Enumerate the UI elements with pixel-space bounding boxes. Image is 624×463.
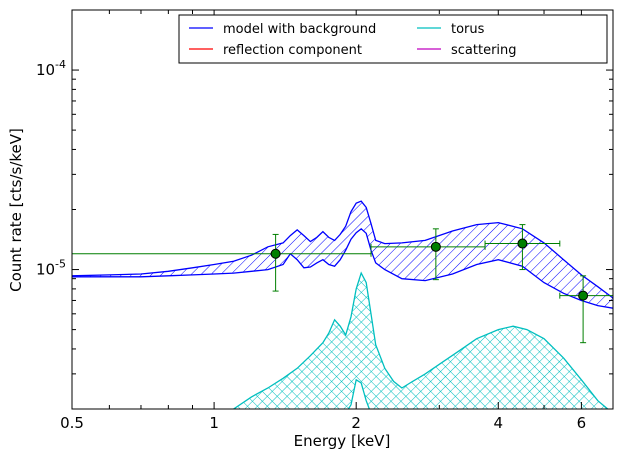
x-tick-label: 1: [209, 414, 219, 432]
x-axis-label: Energy [keV]: [294, 432, 391, 450]
y-axis-label: Count rate [cts/s/keV]: [7, 128, 25, 292]
x-tick-label: 0.5: [60, 414, 84, 432]
y-tick-label: 10-5: [36, 258, 66, 279]
x-tick-label: 2: [351, 414, 361, 432]
spectrum-chart: 0.5 1 2 4 6 10-5 10-4 Energy [keV] Count rate …: [0, 0, 624, 459]
x-tick-label: 4: [494, 414, 504, 432]
x-tick-label: 6: [577, 414, 587, 432]
legend-label-model-with-background: model with background: [223, 22, 376, 37]
legend-label-scattering: scattering: [451, 43, 517, 58]
data-point-1: [271, 249, 280, 258]
y-tick-label: 10-4: [36, 58, 66, 79]
data-point-2: [431, 242, 440, 251]
series-layer: [72, 201, 613, 418]
figure: 0.5 1 2 4 6 10-5 10-4 Energy [keV] Count rate …: [0, 0, 624, 459]
legend-label-torus: torus: [451, 22, 485, 37]
legend-label-reflection-component: reflection component: [223, 43, 362, 58]
torus-band-fill: [234, 273, 613, 418]
data-point-4: [579, 291, 588, 300]
legend: model with background reflection componen…: [179, 15, 607, 63]
data-point-3: [518, 239, 527, 248]
